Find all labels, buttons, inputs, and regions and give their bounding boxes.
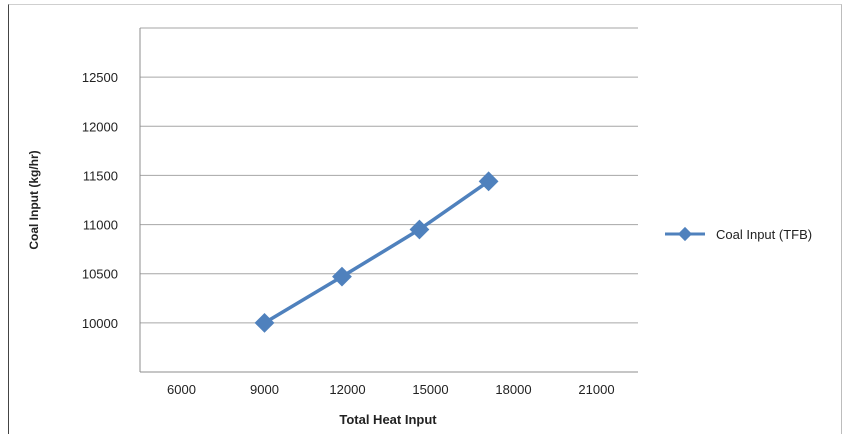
- y-tick-label: 11500: [83, 168, 118, 183]
- series-line: [263, 179, 490, 325]
- x-tick-label: 6000: [167, 382, 196, 397]
- data-point-marker: [254, 312, 275, 333]
- legend-marker-swatch: [677, 226, 693, 242]
- data-point-marker: [332, 266, 352, 287]
- chart-frame: [8, 4, 842, 434]
- y-tick-label: 10000: [82, 316, 118, 331]
- x-tick-label: 18000: [495, 382, 531, 397]
- axes: [139, 28, 638, 373]
- y-tick-label: 12500: [82, 70, 118, 85]
- y-tick-label: 11000: [83, 218, 118, 233]
- legend: Coal Input (TFB): [665, 226, 812, 242]
- y-axis-label: Coal Input (kg/hr): [27, 150, 41, 249]
- y-tick-labels: 10000 10500 11000 11500 12000 12500: [82, 70, 118, 331]
- x-tick-label: 12000: [329, 382, 365, 397]
- x-tick-label: 15000: [412, 382, 448, 397]
- series-layer: [254, 171, 499, 333]
- data-point-marker: [478, 171, 499, 192]
- y-tick-label: 10500: [82, 267, 118, 282]
- gridlines: [140, 27, 638, 324]
- x-tick-label: 9000: [250, 382, 279, 397]
- x-axis-label: Total Heat Input: [339, 412, 437, 427]
- x-tick-labels: 6000 9000 12000 15000 18000 21000: [167, 382, 615, 397]
- legend-label: Coal Input (TFB): [716, 227, 812, 242]
- data-point-marker: [409, 219, 430, 240]
- y-tick-label: 12000: [82, 119, 118, 134]
- x-tick-label: 21000: [578, 382, 614, 397]
